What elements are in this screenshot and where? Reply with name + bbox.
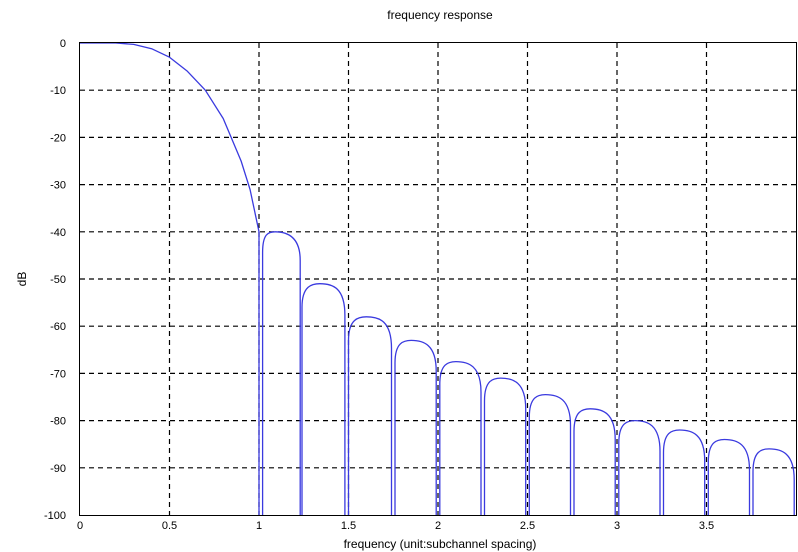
x-tick-label: 1.5 [341,520,356,532]
y-tick-label: -10 [50,85,66,97]
plot-frame [79,42,797,516]
y-tick-label: -100 [44,510,66,522]
y-tick-label: -70 [50,368,66,380]
x-axis-label: frequency (unit:subchannel spacing) [344,537,537,551]
y-tick-label: -20 [50,132,66,144]
side-lobe-9 [618,419,661,515]
x-tick-label: 3.5 [699,520,714,532]
side-lobe-5 [439,360,482,515]
side-lobe-10 [662,429,706,515]
side-lobe-8 [573,408,616,515]
side-lobe-3 [347,316,393,515]
y-tick-label: -60 [50,321,66,333]
side-lobe-11 [707,438,751,515]
side-lobe-4 [394,339,437,515]
side-lobe-2 [301,283,346,515]
x-tick-label: 0.5 [162,520,177,532]
side-lobe-1 [261,231,301,515]
grid [80,43,796,515]
y-tick-labels: 0 -10 -20 -30 -40 -50 -60 -70 -80 -90 -100 [44,38,66,522]
y-tick-label: 0 [60,38,66,50]
x-tick-label: 2 [435,520,441,532]
x-tick-label: 3 [614,520,620,532]
x-tick-label: 2.5 [520,520,535,532]
x-tick-label: 1 [256,520,262,532]
y-tick-label: -30 [50,180,66,192]
side-lobe-7 [528,393,572,515]
x-tick-label: 0 [77,520,83,532]
y-tick-label: -80 [50,416,66,428]
y-axis-label: dB [15,272,29,287]
side-lobe-6 [483,377,527,515]
x-tick-labels: 0 0.5 1 1.5 2 2.5 3 3.5 [77,520,714,532]
y-tick-label: -90 [50,463,66,475]
chart-title: frequency response [387,8,493,22]
y-tick-label: -40 [50,227,66,239]
y-tick-label: -50 [50,274,66,286]
side-lobe-12 [752,448,795,515]
